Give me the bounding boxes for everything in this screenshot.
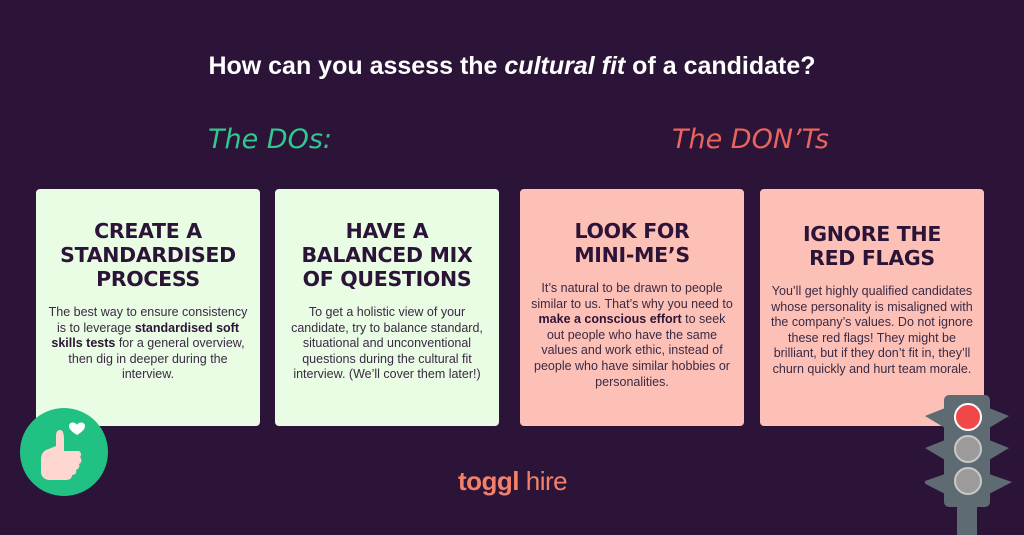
card-heading-line: STANDARDISED [60, 243, 236, 267]
card-body-emphasis: make a conscious effort [538, 312, 682, 327]
card-body-text: The best way to ensure consistency is to… [48, 305, 248, 335]
card-mini-mes: LOOK FOR MINI-ME’S It’s natural to be draw… [520, 189, 744, 426]
card-heading-line: RED FLAGS [809, 246, 935, 270]
traffic-light-icon [925, 395, 1012, 535]
toggl-hire-logo: toggl hire [458, 466, 568, 497]
card-body: You’ll get highly qualified candidates w… [770, 284, 974, 378]
title-text: How can you assess the [208, 52, 505, 80]
card-body: It’s natural to be drawn to people simil… [530, 281, 734, 390]
card-heading-line: BALANCED MIX [301, 243, 473, 267]
thumbs-up-heart-icon [20, 408, 108, 496]
card-body-text: You’ll get highly qualified candidates w… [771, 284, 973, 376]
title-emphasis: cultural fit [504, 52, 626, 80]
logo-brand: toggl [458, 466, 520, 496]
card-body-text: It’s natural to be drawn to people simil… [531, 281, 733, 311]
card-heading: HAVE A BALANCED MIX OF QUESTIONS [285, 219, 489, 291]
card-heading: IGNORE THE RED FLAGS [770, 222, 974, 270]
card-red-flags: IGNORE THE RED FLAGS You’ll get highly qua… [760, 189, 984, 426]
card-standardised-process: CREATE A STANDARDISED PROCESS The best way … [36, 189, 260, 426]
title-text-end: of a candidate? [625, 52, 816, 80]
card-body: The best way to ensure consistency is to… [46, 305, 250, 383]
card-body-emphasis: standardised soft skills tests [51, 320, 239, 351]
card-heading-line: OF QUESTIONS [302, 267, 472, 291]
logo-product: hire [525, 466, 568, 496]
card-body-text: for a general overview, then dig in deep… [68, 336, 245, 382]
card-body-text: To get a holistic view of your candidate… [291, 305, 483, 382]
card-heading: LOOK FOR MINI-ME’S [530, 219, 734, 267]
card-heading: CREATE A STANDARDISED PROCESS [46, 219, 250, 291]
card-heading-line: MINI-ME’S [574, 243, 690, 267]
card-heading-line: IGNORE THE [802, 222, 942, 246]
card-body-text: to seek out people who have the same val… [534, 312, 730, 389]
card-heading-line: LOOK FOR [574, 219, 690, 243]
card-heading-line: PROCESS [96, 267, 200, 291]
card-heading-line: HAVE A [345, 219, 429, 243]
dos-heading: The DOs: [208, 124, 333, 155]
page-title: How can you assess the cultural fit of a… [0, 52, 1024, 81]
card-balanced-mix: HAVE A BALANCED MIX OF QUESTIONS To get a h… [275, 189, 499, 426]
donts-heading: The DON’Ts [672, 124, 829, 155]
card-heading-line: CREATE A [94, 219, 202, 243]
card-body: To get a holistic view of your candidate… [285, 305, 489, 383]
